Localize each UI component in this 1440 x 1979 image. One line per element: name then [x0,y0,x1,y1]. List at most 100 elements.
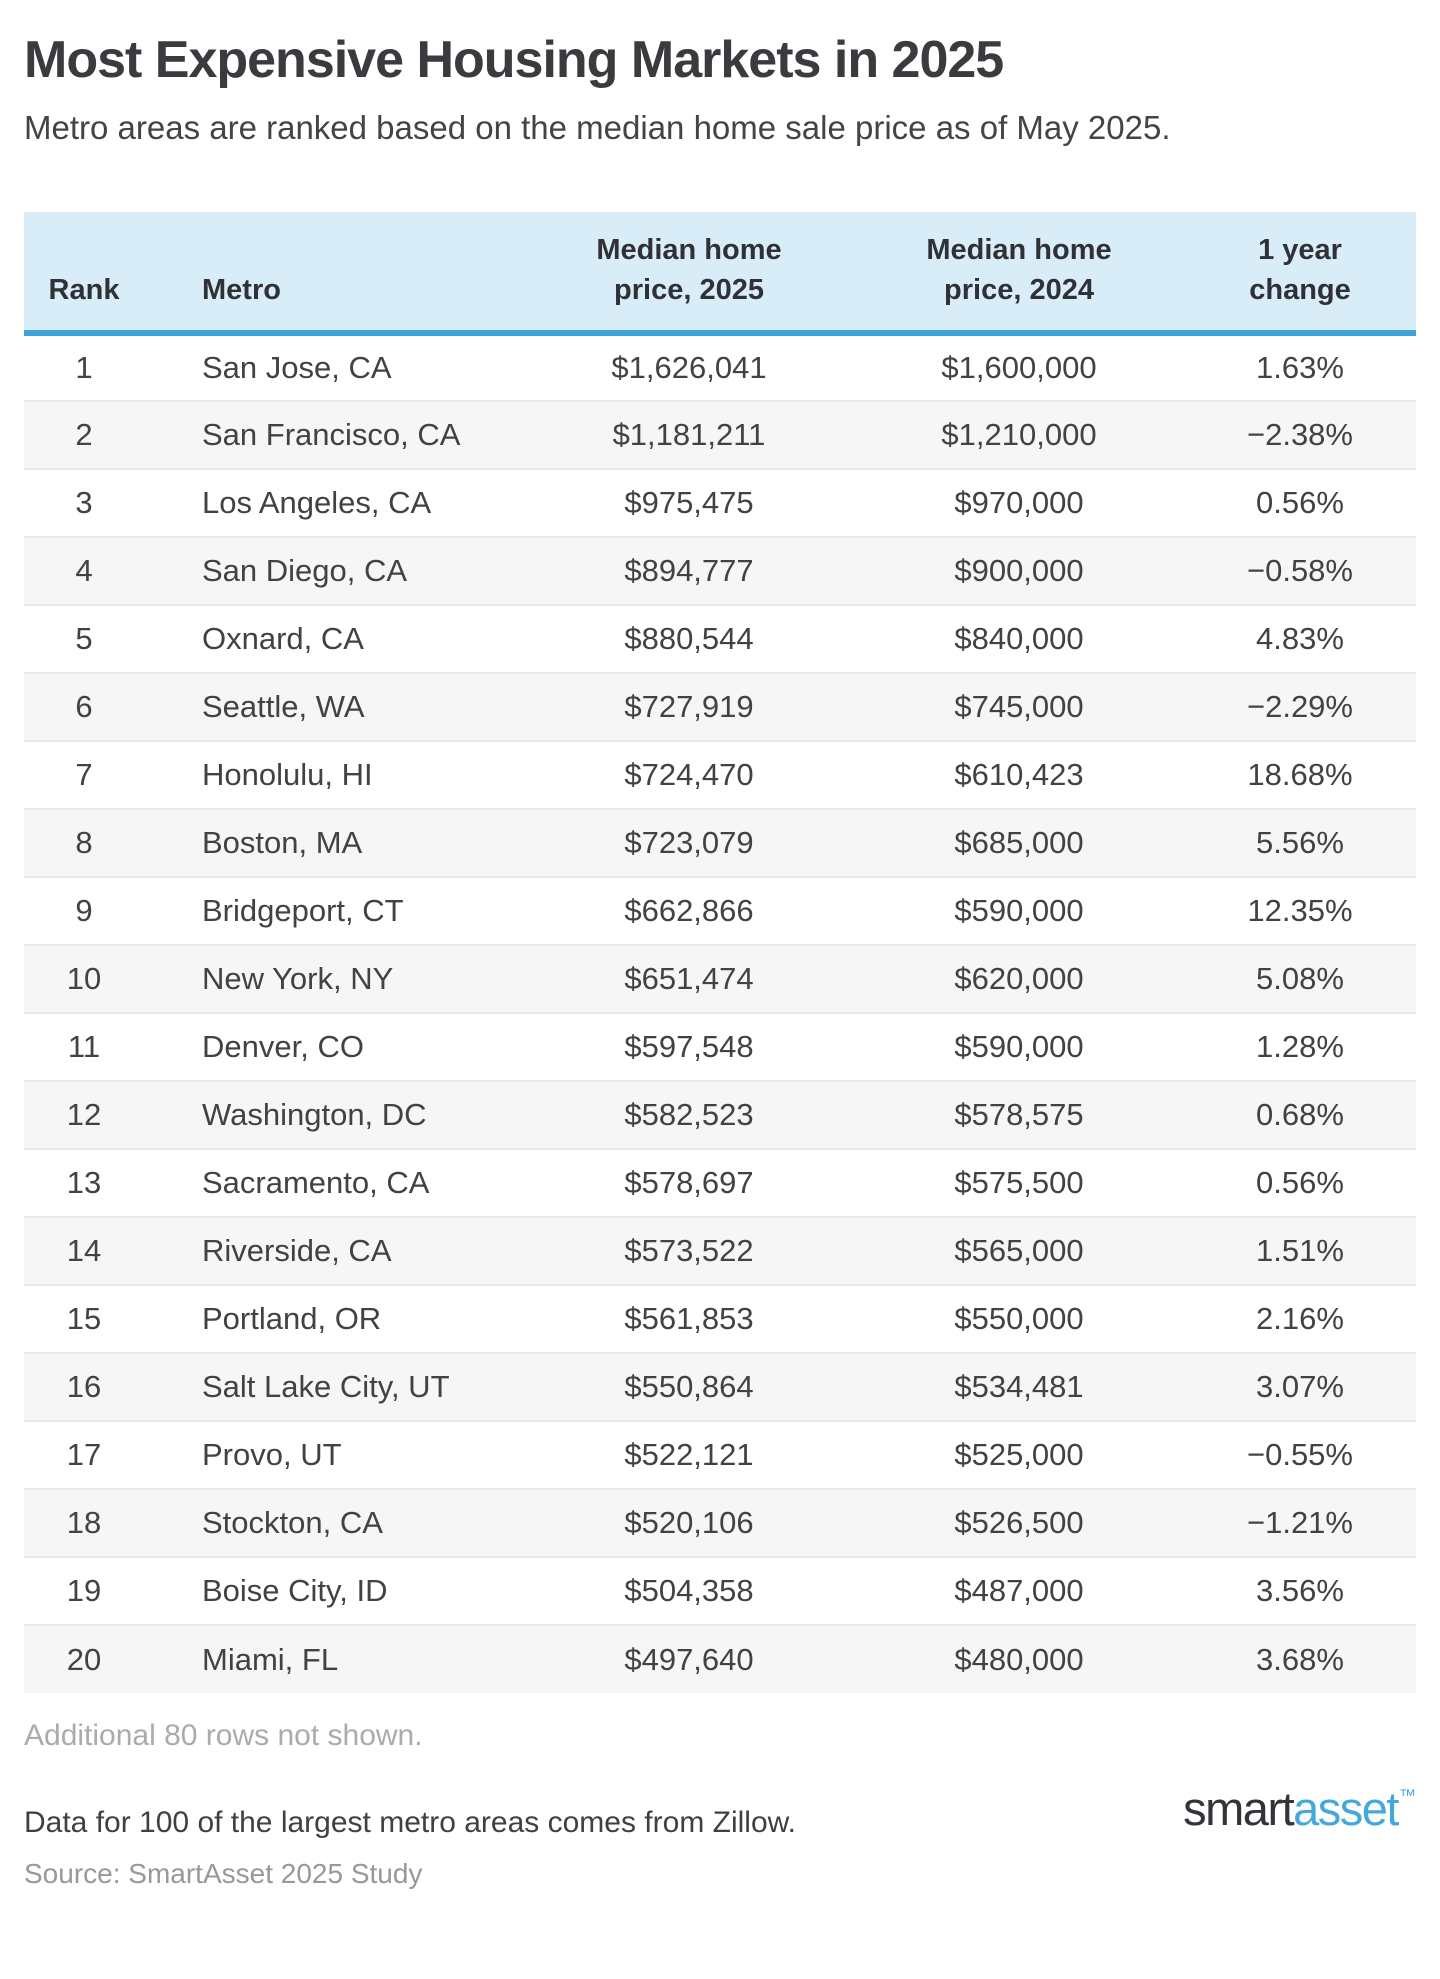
cell-metro: Sacramento, CA [202,1165,430,1200]
cell-change: 12.35% [1247,893,1353,928]
cell-price_2024: $685,000 [954,825,1084,860]
cell-rank: 10 [66,961,102,996]
cell-rank: 5 [75,621,93,656]
cell-price_2024: $480,000 [954,1641,1084,1677]
table-row: 11 Denver, CO $597,548 $590,000 1.28% [24,1013,1416,1081]
source-line: Source: SmartAsset 2025 Study [24,1858,423,1889]
cell-change: 0.56% [1256,1165,1344,1200]
subtitle: Metro areas are ranked based on the medi… [24,109,1171,146]
cell-rank: 17 [66,1437,102,1472]
table-row: 14 Riverside, CA $573,522 $565,000 1.51% [24,1217,1416,1285]
cell-metro: Seattle, WA [202,689,365,724]
cell-price_2025: $497,640 [624,1641,754,1677]
cell-metro: Miami, FL [202,1641,339,1677]
cell-metro: San Diego, CA [202,553,408,588]
table-body: 1 San Jose, CA $1,626,041 $1,600,000 1.63% 2 S… [24,333,1416,1693]
cell-change: 3.07% [1256,1369,1344,1404]
cell-rank: 12 [66,1097,102,1132]
logo-trademark-symbol: ™ [1399,1786,1416,1805]
column-header-price_2024: Median home price, 2024 [854,212,1184,336]
cell-price_2025: $1,181,211 [612,417,766,452]
table-row: 10 New York, NY $651,474 $620,000 5.08% [24,945,1416,1013]
cell-rank: 19 [66,1573,102,1608]
table-row: 18 Stockton, CA $520,106 $526,500 −1.21% [24,1489,1416,1557]
table-row: 15 Portland, OR $561,853 $550,000 2.16% [24,1285,1416,1353]
cell-change: 2.16% [1256,1301,1344,1336]
cell-price_2025: $651,474 [624,961,754,996]
cell-price_2025: $975,475 [624,485,754,520]
cell-rank: 1 [75,350,93,385]
cell-price_2025: $597,548 [624,1029,754,1064]
cell-metro: San Jose, CA [202,350,392,385]
cell-rank: 7 [75,757,93,792]
cell-change: 1.51% [1256,1233,1344,1268]
table-row: 20 Miami, FL $497,640 $480,000 3.68% [24,1625,1416,1693]
table-row: 3 Los Angeles, CA $975,475 $970,000 0.56% [24,469,1416,537]
cell-price_2024: $745,000 [954,689,1084,724]
table-row: 8 Boston, MA $723,079 $685,000 5.56% [24,809,1416,877]
table-row: 5 Oxnard, CA $880,544 $840,000 4.83% [24,605,1416,673]
cell-price_2024: $1,600,000 [941,350,1097,385]
cell-rank: 16 [66,1369,102,1404]
cell-metro: Washington, DC [202,1097,427,1132]
cell-change: −0.58% [1246,553,1353,588]
cell-metro: Boise City, ID [202,1573,388,1608]
cell-change: 3.68% [1256,1641,1344,1677]
table-row: 19 Boise City, ID $504,358 $487,000 3.56% [24,1557,1416,1625]
cell-price_2025: $894,777 [624,553,754,588]
cell-change: −1.21% [1246,1505,1353,1540]
cell-price_2024: $900,000 [954,553,1084,588]
cell-metro: Stockton, CA [202,1505,383,1540]
cell-metro: San Francisco, CA [202,417,461,452]
cell-metro: Portland, OR [202,1301,382,1336]
cell-price_2024: $1,210,000 [941,417,1097,452]
table-row: 1 San Jose, CA $1,626,041 $1,600,000 1.63% [24,333,1416,401]
cell-rank: 13 [66,1165,102,1200]
cell-price_2024: $970,000 [954,485,1084,520]
cell-metro: Boston, MA [202,825,363,860]
cell-metro: Denver, CO [202,1029,364,1064]
cell-metro: Los Angeles, CA [202,485,432,520]
cell-price_2025: $520,106 [624,1505,754,1540]
cell-change: 0.56% [1256,485,1344,520]
cell-metro: Salt Lake City, UT [202,1369,450,1404]
cell-price_2025: $723,079 [624,825,754,860]
table-row: 6 Seattle, WA $727,919 $745,000 −2.29% [24,673,1416,741]
table-row: 12 Washington, DC $582,523 $578,575 0.68% [24,1081,1416,1149]
table-row: 17 Provo, UT $522,121 $525,000 −0.55% [24,1421,1416,1489]
cell-metro: Bridgeport, CT [202,893,404,928]
table-row: 9 Bridgeport, CT $662,866 $590,000 12.35% [24,877,1416,945]
cell-rank: 9 [75,893,93,928]
cell-rank: 4 [75,553,93,588]
cell-rank: 8 [75,825,93,860]
infographic-page: Most Expensive Housing Markets in 2025 M… [0,30,1440,1979]
cell-price_2024: $526,500 [954,1505,1084,1540]
cell-rank: 3 [75,485,93,520]
table-row: 2 San Francisco, CA $1,181,211 $1,210,000 −2… [24,401,1416,469]
cell-price_2025: $662,866 [624,893,754,928]
cell-rank: 2 [75,417,93,452]
cell-metro: Oxnard, CA [202,621,364,656]
cell-price_2025: $727,919 [624,689,754,724]
table-row: 7 Honolulu, HI $724,470 $610,423 18.68% [24,741,1416,809]
cell-price_2024: $525,000 [954,1437,1084,1472]
page-title: Most Expensive Housing Markets in 2025 [24,31,1004,89]
cell-change: 1.63% [1256,350,1344,385]
cell-change: 5.56% [1256,825,1344,860]
cell-metro: New York, NY [202,961,394,996]
cell-change: 0.68% [1256,1097,1344,1132]
cell-price_2024: $534,481 [954,1369,1084,1404]
cell-change: 5.08% [1256,961,1344,996]
cell-rank: 20 [66,1641,102,1677]
table-row: 4 San Diego, CA $894,777 $900,000 −0.58% [24,537,1416,605]
cell-price_2025: $550,864 [624,1369,754,1404]
column-header-price_2025: Median home price, 2025 [524,212,854,336]
cell-price_2024: $487,000 [954,1573,1084,1608]
cell-rank: 14 [66,1233,102,1268]
cell-price_2025: $724,470 [624,757,754,792]
cell-price_2024: $578,575 [954,1097,1084,1132]
cell-price_2024: $550,000 [954,1301,1084,1336]
table-row: 16 Salt Lake City, UT $550,864 $534,481 3.07… [24,1353,1416,1421]
column-header-change: 1 year change [1184,212,1416,336]
cell-price_2025: $582,523 [624,1097,754,1132]
